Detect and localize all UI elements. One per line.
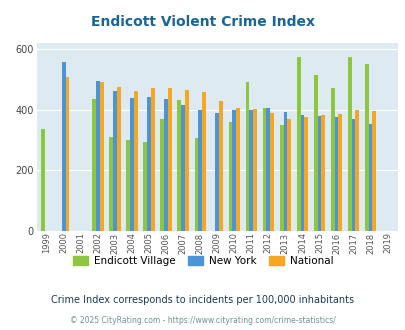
- Bar: [236, 108, 239, 231]
- Bar: [219, 101, 222, 231]
- Legend: Endicott Village, New York, National: Endicott Village, New York, National: [68, 252, 337, 270]
- Bar: [194, 139, 198, 231]
- Bar: [371, 111, 375, 231]
- Bar: [100, 82, 103, 231]
- Bar: [198, 110, 202, 231]
- Bar: [262, 108, 266, 231]
- Text: Endicott Violent Crime Index: Endicott Violent Crime Index: [91, 15, 314, 29]
- Bar: [266, 108, 270, 231]
- Bar: [347, 56, 351, 231]
- Bar: [185, 90, 188, 231]
- Bar: [296, 56, 300, 231]
- Bar: [126, 140, 130, 231]
- Bar: [337, 114, 341, 231]
- Bar: [177, 100, 181, 231]
- Bar: [160, 119, 164, 231]
- Bar: [66, 77, 69, 231]
- Bar: [334, 117, 337, 231]
- Bar: [164, 99, 168, 231]
- Bar: [313, 75, 317, 231]
- Bar: [215, 113, 219, 231]
- Bar: [232, 110, 236, 231]
- Bar: [354, 110, 358, 231]
- Bar: [147, 97, 151, 231]
- Bar: [113, 91, 117, 231]
- Bar: [109, 137, 113, 231]
- Bar: [368, 124, 371, 231]
- Bar: [130, 98, 134, 231]
- Bar: [92, 99, 96, 231]
- Bar: [143, 142, 147, 231]
- Bar: [228, 122, 232, 231]
- Bar: [317, 116, 321, 231]
- Bar: [168, 88, 171, 231]
- Bar: [41, 129, 45, 231]
- Text: © 2025 CityRating.com - https://www.cityrating.com/crime-statistics/: © 2025 CityRating.com - https://www.city…: [70, 316, 335, 325]
- Bar: [151, 88, 154, 231]
- Bar: [117, 87, 120, 231]
- Bar: [62, 62, 66, 231]
- Bar: [330, 88, 334, 231]
- Bar: [351, 119, 354, 231]
- Bar: [287, 119, 290, 231]
- Bar: [96, 81, 100, 231]
- Bar: [304, 117, 307, 231]
- Bar: [181, 105, 185, 231]
- Bar: [202, 92, 205, 231]
- Bar: [134, 90, 137, 231]
- Bar: [321, 115, 324, 231]
- Bar: [245, 82, 249, 231]
- Bar: [364, 64, 368, 231]
- Bar: [270, 113, 273, 231]
- Bar: [283, 112, 287, 231]
- Text: Crime Index corresponds to incidents per 100,000 inhabitants: Crime Index corresponds to incidents per…: [51, 295, 354, 305]
- Bar: [300, 115, 304, 231]
- Bar: [253, 109, 256, 231]
- Bar: [279, 125, 283, 231]
- Bar: [249, 110, 253, 231]
